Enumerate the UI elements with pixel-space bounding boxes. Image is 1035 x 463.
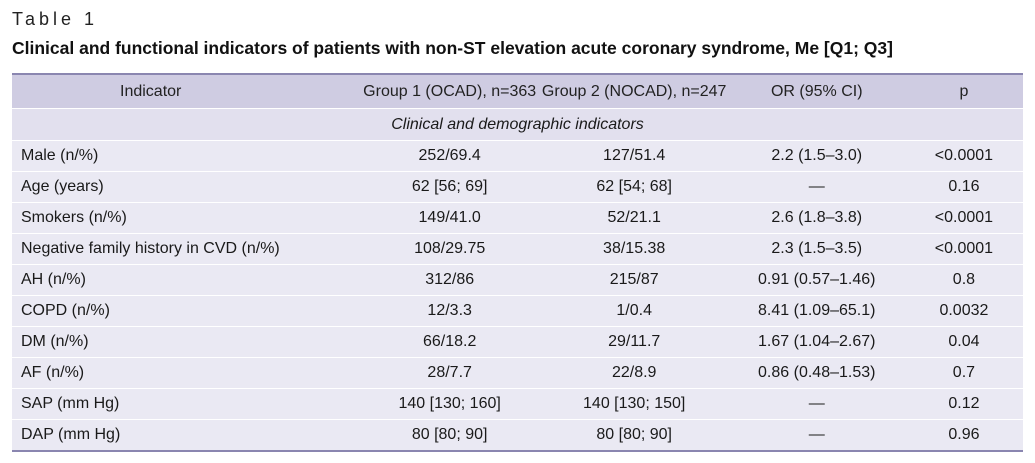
cell-group1: 80 [80; 90] [359,419,540,452]
cell-p: <0.0001 [904,140,1023,172]
cell-or: 2.2 (1.5–3.0) [728,140,905,172]
cell-indicator: DM (n/%) [12,326,360,358]
cell-group2: 127/51.4 [539,140,729,172]
table-row: Negative family history in CVD (n/%) 108/… [12,233,1023,265]
cell-indicator: DAP (mm Hg) [12,419,360,452]
cell-group2: 29/11.7 [539,326,729,358]
table-row: Male (n/%) 252/69.4 127/51.4 2.2 (1.5–3.0) <… [12,140,1023,172]
cell-p: <0.0001 [904,233,1023,265]
header-group2: Group 2 (NOCAD), n=247 [539,73,729,109]
cell-indicator: SAP (mm Hg) [12,388,360,420]
table-label: Table 1 [12,9,99,29]
cell-or: 0.91 (0.57–1.46) [728,264,905,296]
table-title: Clinical and functional indicators of pa… [12,38,893,58]
cell-group2: 80 [80; 90] [539,419,729,452]
header-p: p [904,73,1023,109]
cell-or: 2.6 (1.8–3.8) [728,202,905,234]
cell-or: 2.3 (1.5–3.5) [728,233,905,265]
table-row: Smokers (n/%) 149/41.0 52/21.1 2.6 (1.8–3.8… [12,202,1023,234]
cell-group2: 52/21.1 [539,202,729,234]
cell-or: — [728,171,905,203]
header-group1: Group 1 (OCAD), n=363 [359,73,540,109]
cell-group2: 22/8.9 [539,357,729,389]
clinical-indicators-table: Indicator Group 1 (OCAD), n=363 Group 2 … [12,73,1023,452]
cell-group1: 12/3.3 [359,295,540,327]
cell-group1: 66/18.2 [359,326,540,358]
cell-group1: 62 [56; 69] [359,171,540,203]
cell-group1: 28/7.7 [359,357,540,389]
cell-p: 0.8 [904,264,1023,296]
table-row: Age (years) 62 [56; 69] 62 [54; 68] —0.16 [12,171,1023,203]
cell-group2: 38/15.38 [539,233,729,265]
cell-p: 0.12 [904,388,1023,420]
table-row: COPD (n/%) 12/3.3 1/0.4 8.41 (1.09–65.1) 0.0… [12,295,1023,327]
cell-group1: 108/29.75 [359,233,540,265]
cell-p: 0.7 [904,357,1023,389]
cell-indicator: COPD (n/%) [12,295,360,327]
table-row: AH (n/%) 312/86 215/87 0.91 (0.57–1.46) 0.8 [12,264,1023,296]
cell-indicator: Smokers (n/%) [12,202,360,234]
cell-indicator: AF (n/%) [12,357,360,389]
cell-or: 0.86 (0.48–1.53) [728,357,905,389]
cell-indicator: Age (years) [12,171,360,203]
header-indicator: Indicator [12,73,360,109]
cell-p: <0.0001 [904,202,1023,234]
cell-group2: 215/87 [539,264,729,296]
cell-p: 0.96 [904,419,1023,452]
cell-indicator: Male (n/%) [12,140,360,172]
cell-or: 8.41 (1.09–65.1) [728,295,905,327]
cell-or: — [728,388,905,420]
cell-p: 0.16 [904,171,1023,203]
cell-group2: 62 [54; 68] [539,171,729,203]
cell-indicator: AH (n/%) [12,264,360,296]
table-row: DM (n/%) 66/18.2 29/11.7 1.67 (1.04–2.67) 0.… [12,326,1023,358]
table-row: AF (n/%) 28/7.7 22/8.9 0.86 (0.48–1.53) 0.7 [12,357,1023,389]
cell-group2: 140 [130; 150] [539,388,729,420]
header-or: OR (95% CI) [728,73,905,109]
cell-or: 1.67 (1.04–2.67) [728,326,905,358]
cell-group1: 140 [130; 160] [359,388,540,420]
cell-or: — [728,419,905,452]
cell-p: 0.04 [904,326,1023,358]
cell-group2: 1/0.4 [539,295,729,327]
table-header-row: Indicator Group 1 (OCAD), n=363 Group 2 … [12,73,1023,109]
section-row: Clinical and demographic indicators [12,108,1023,141]
cell-p: 0.0032 [904,295,1023,327]
cell-group1: 252/69.4 [359,140,540,172]
table-row: SAP (mm Hg) 140 [130; 160] 140 [130; 150] —… [12,388,1023,420]
cell-indicator: Negative family history in CVD (n/%) [12,233,360,265]
section-label: Clinical and demographic indicators [12,108,1023,141]
cell-group1: 149/41.0 [359,202,540,234]
table-row: DAP (mm Hg) 80 [80; 90] 80 [80; 90] —0.96 [12,419,1023,452]
cell-group1: 312/86 [359,264,540,296]
